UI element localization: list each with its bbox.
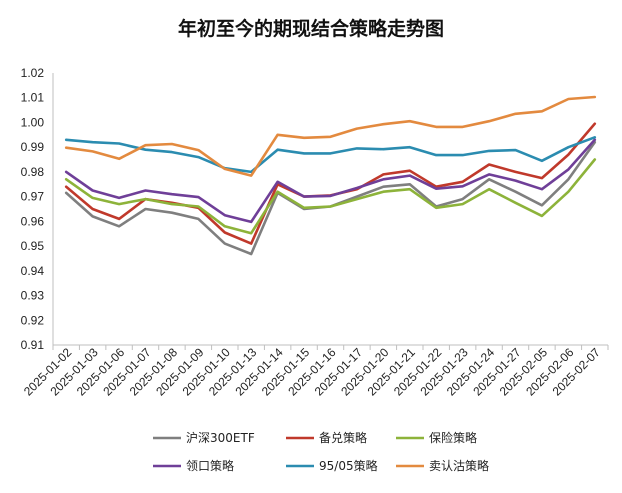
y-tick-label: 0.95 bbox=[21, 239, 45, 253]
y-tick-label: 0.96 bbox=[21, 214, 45, 228]
series-line-2 bbox=[64, 158, 597, 235]
y-tick-label: 1.01 bbox=[21, 91, 45, 105]
legend-label-2: 保险策略 bbox=[429, 430, 477, 445]
legend-label-5: 卖认沽策略 bbox=[429, 458, 489, 473]
legend-label-3: 领口策略 bbox=[186, 458, 234, 473]
series-lines bbox=[64, 95, 597, 256]
y-tick-label: 0.98 bbox=[21, 165, 45, 179]
y-tick-label: 0.97 bbox=[21, 190, 45, 204]
y-tick-label: 1.00 bbox=[21, 115, 45, 129]
series-line-5 bbox=[64, 95, 597, 177]
legend-label-0: 沪深300ETF bbox=[186, 431, 255, 445]
legend-label-1: 备兑策略 bbox=[319, 430, 367, 445]
y-tick-label: 0.91 bbox=[21, 338, 45, 352]
chart-title: 年初至今的期现结合策略走势图 bbox=[178, 17, 444, 40]
y-tick-label: 1.02 bbox=[21, 66, 45, 80]
series-line-4 bbox=[64, 136, 597, 174]
series-line-1 bbox=[64, 122, 597, 245]
legend-label-4: 95/05策略 bbox=[319, 458, 378, 473]
y-tick-label: 0.99 bbox=[21, 140, 45, 154]
series-line-3 bbox=[64, 138, 597, 224]
axes: 1.02 1.01 1.00 0.99 0.98 0.97 0.96 0.95 0.94 0.93… bbox=[21, 66, 609, 399]
y-tick-label: 0.94 bbox=[21, 264, 45, 278]
y-tick-label: 0.92 bbox=[21, 313, 45, 327]
y-tick-label: 0.93 bbox=[21, 289, 45, 303]
